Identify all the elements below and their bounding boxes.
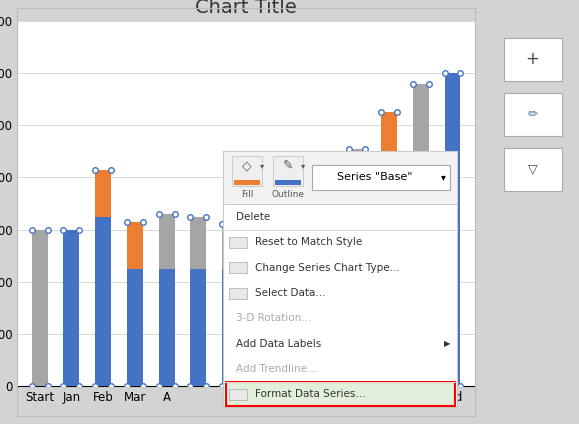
Text: ✎: ✎ bbox=[283, 159, 293, 172]
Text: Fill: Fill bbox=[241, 190, 254, 199]
Title: Chart Title: Chart Title bbox=[195, 0, 297, 17]
Text: ▶: ▶ bbox=[444, 339, 450, 348]
Text: Outline: Outline bbox=[272, 190, 304, 199]
Text: Add Data Labels: Add Data Labels bbox=[236, 339, 321, 349]
Text: ✏: ✏ bbox=[527, 108, 538, 121]
Text: Reset to Match Style: Reset to Match Style bbox=[255, 237, 362, 247]
Text: Add Trendline...: Add Trendline... bbox=[236, 364, 317, 374]
Bar bbox=[222, 269, 238, 386]
Text: 3-D Rotation...: 3-D Rotation... bbox=[236, 313, 311, 324]
Text: ▾: ▾ bbox=[441, 173, 446, 182]
Bar bbox=[317, 243, 334, 386]
Text: +: + bbox=[526, 50, 540, 68]
Bar bbox=[254, 269, 270, 386]
Bar bbox=[190, 217, 206, 386]
Text: ◇: ◇ bbox=[243, 159, 252, 172]
Bar bbox=[381, 112, 397, 151]
Bar bbox=[95, 170, 111, 217]
Bar bbox=[159, 269, 175, 386]
Bar bbox=[413, 84, 428, 386]
Bar bbox=[64, 229, 79, 386]
Bar bbox=[254, 229, 270, 386]
Text: Select Data...: Select Data... bbox=[255, 288, 325, 298]
Bar bbox=[286, 276, 302, 386]
Bar bbox=[32, 229, 47, 386]
Bar bbox=[317, 282, 334, 386]
Text: Delete: Delete bbox=[236, 212, 270, 222]
Bar bbox=[159, 214, 175, 386]
Text: ▽: ▽ bbox=[528, 163, 537, 176]
Bar bbox=[413, 151, 428, 386]
Text: Format Data Series...: Format Data Series... bbox=[255, 389, 365, 399]
Bar bbox=[222, 224, 238, 386]
Bar bbox=[349, 149, 365, 386]
Bar bbox=[381, 151, 397, 386]
Bar bbox=[95, 217, 111, 386]
Bar bbox=[445, 73, 460, 386]
Bar bbox=[286, 235, 302, 386]
Text: ▾: ▾ bbox=[260, 161, 265, 170]
Text: ▾: ▾ bbox=[301, 161, 305, 170]
Text: Series "Base": Series "Base" bbox=[337, 173, 413, 182]
Bar bbox=[349, 282, 365, 386]
Bar bbox=[127, 222, 143, 269]
Bar bbox=[127, 269, 143, 386]
Bar bbox=[190, 269, 206, 386]
Text: Change Series Chart Type...: Change Series Chart Type... bbox=[255, 263, 400, 273]
